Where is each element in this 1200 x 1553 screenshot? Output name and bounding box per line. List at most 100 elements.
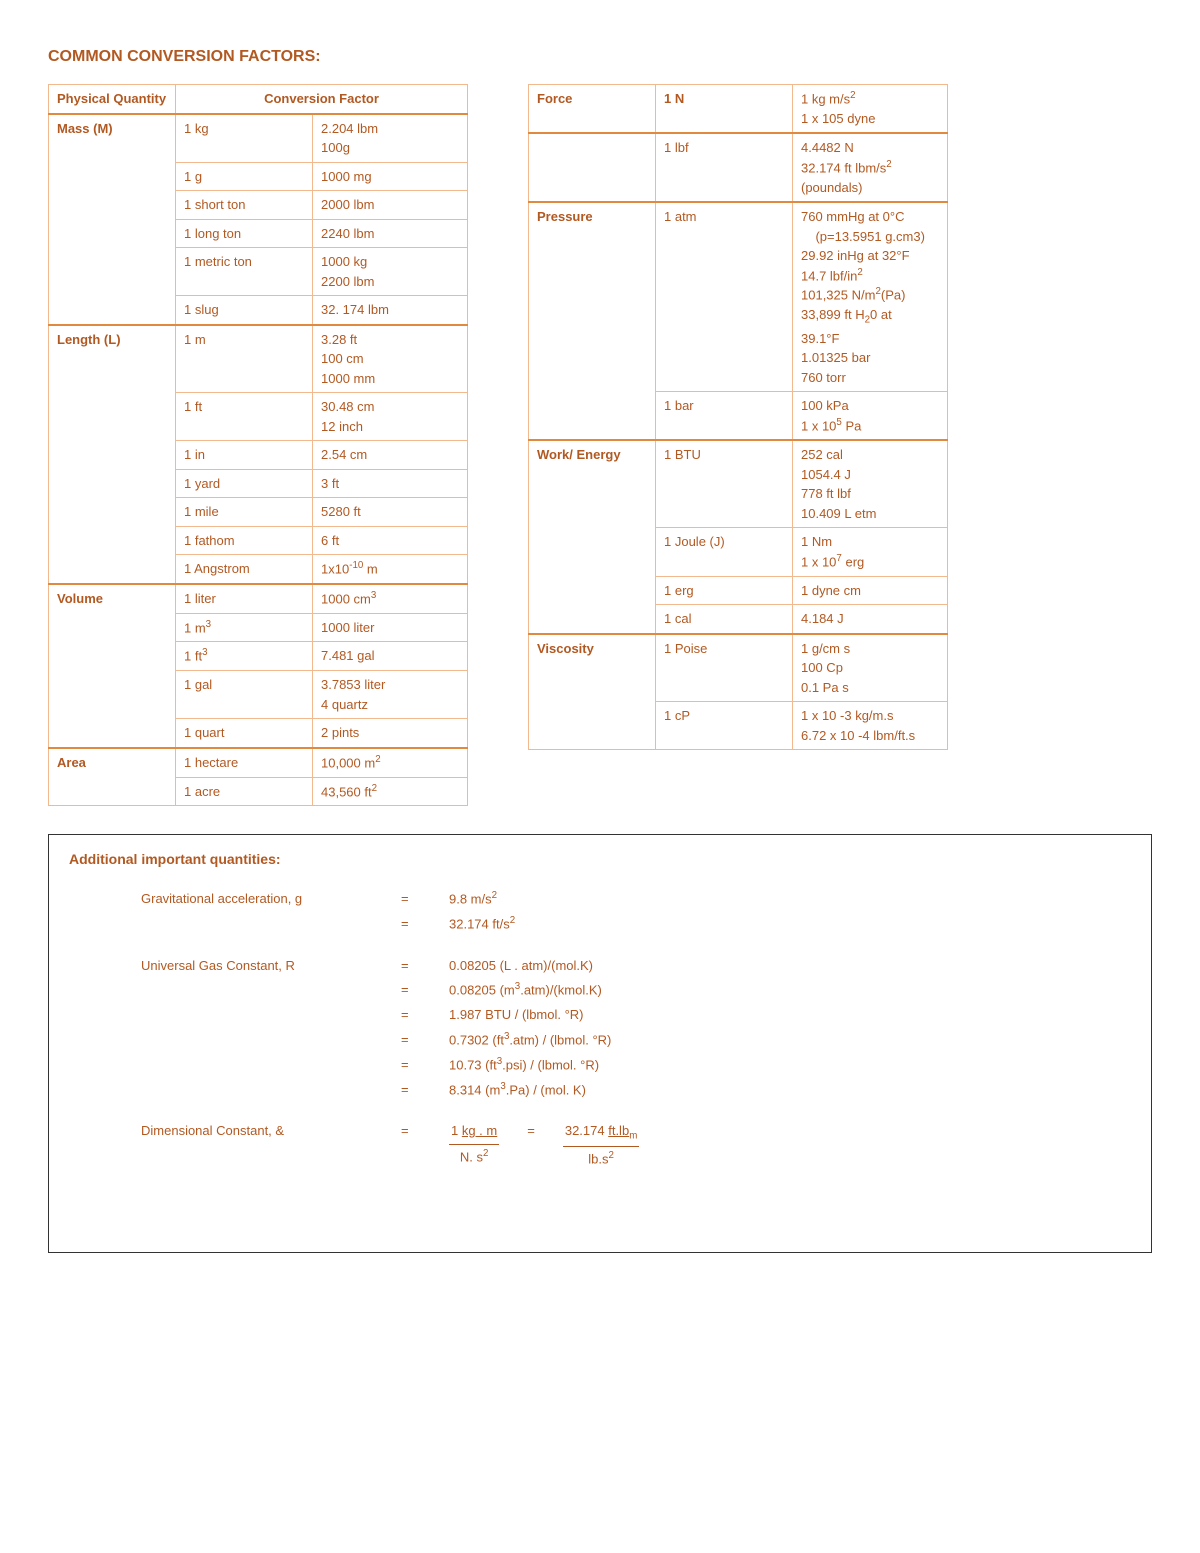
factor-cell: 10,000 m2 <box>313 748 468 777</box>
unit-cell: 1 slug <box>176 296 313 325</box>
unit-cell: 1 m3 <box>176 613 313 642</box>
additional-value: 32.174 ft/s2 <box>449 912 1131 937</box>
additional-value: 1 kg . mN. s2 = 32.174 ft.lbmlb.s2 <box>449 1119 1131 1172</box>
factor-cell: 1 dyne cm <box>793 576 948 605</box>
unit-cell: 1 BTU <box>656 440 793 528</box>
unit-cell: 1 m <box>176 325 313 393</box>
additional-value: 8.314 (m3.Pa) / (mol. K) <box>449 1078 1131 1103</box>
additional-label: Dimensional Constant, & <box>141 1119 401 1172</box>
unit-cell: 1 acre <box>176 777 313 806</box>
unit-cell: 1 mile <box>176 498 313 527</box>
additional-row: =32.174 ft/s2 <box>141 912 1131 937</box>
factor-cell: 1000 cm3 <box>313 584 468 613</box>
additional-row: Gravitational acceleration, g=9.8 m/s2 <box>141 887 1131 912</box>
equals-sign: = <box>527 1119 535 1144</box>
equals-sign: = <box>401 1078 449 1103</box>
equals-sign: = <box>401 912 449 937</box>
unit-cell: 1 metric ton <box>176 248 313 296</box>
factor-cell: 100 kPa1 x 105 Pa <box>793 392 948 441</box>
conversion-table-right: Force 1 N 1 kg m/s21 x 105 dyne 1 lbf4.4… <box>528 84 948 750</box>
factor-cell: 5280 ft <box>313 498 468 527</box>
unit-cell: 1 hectare <box>176 748 313 777</box>
additional-label <box>141 1078 401 1103</box>
factor-cell: 3.7853 liter4 quartz <box>313 671 468 719</box>
equals-sign: = <box>401 954 449 979</box>
additional-value: 0.08205 (m3.atm)/(kmol.K) <box>449 978 1131 1003</box>
factor-cell: 30.48 cm12 inch <box>313 393 468 441</box>
unit-cell: 1 short ton <box>176 191 313 220</box>
additional-value: 0.08205 (L . atm)/(mol.K) <box>449 954 1131 979</box>
quantity-cell: Volume <box>49 584 176 748</box>
factor-cell: 1000 kg2200 lbm <box>313 248 468 296</box>
fraction-left: 1 kg . mN. s2 <box>449 1119 499 1170</box>
fraction-right: 32.174 ft.lbmlb.s2 <box>563 1119 639 1172</box>
factor-cell: 32. 174 lbm <box>313 296 468 325</box>
unit-cell: 1 yard <box>176 469 313 498</box>
equals-sign: = <box>401 1028 449 1053</box>
equals-sign: = <box>401 1053 449 1078</box>
quantity-cell: Area <box>49 748 176 806</box>
conversion-table-left: Physical Quantity Conversion Factor Mass… <box>48 84 468 806</box>
additional-label: Gravitational acceleration, g <box>141 887 401 912</box>
additional-label: Universal Gas Constant, R <box>141 954 401 979</box>
unit-cell: 1 lbf <box>656 133 793 202</box>
additional-label <box>141 1028 401 1053</box>
factor-cell: 6 ft <box>313 526 468 555</box>
header-first-factor: 1 kg m/s21 x 105 dyne <box>793 85 948 134</box>
unit-cell: 1 Poise <box>656 634 793 702</box>
factor-cell: 2000 lbm <box>313 191 468 220</box>
additional-value: 1.987 BTU / (lbmol. °R) <box>449 1003 1131 1028</box>
additional-row: =0.08205 (m3.atm)/(kmol.K) <box>141 978 1131 1003</box>
factor-cell: 1 Nm1 x 107 erg <box>793 528 948 576</box>
quantity-cell: Mass (M) <box>49 114 176 325</box>
unit-cell: 1 ft3 <box>176 642 313 671</box>
quantity-cell <box>529 133 656 202</box>
additional-label <box>141 978 401 1003</box>
factor-cell: 7.481 gal <box>313 642 468 671</box>
unit-cell: 1 erg <box>656 576 793 605</box>
equals-sign: = <box>401 887 449 912</box>
equals-sign: = <box>401 1003 449 1028</box>
additional-label <box>141 1003 401 1028</box>
unit-cell: 1 atm <box>656 202 793 391</box>
quantity-cell: Pressure <box>529 202 656 440</box>
additional-label <box>141 912 401 937</box>
header-quantity: Physical Quantity <box>49 85 176 114</box>
equals-sign: = <box>401 978 449 1003</box>
header-factor: Conversion Factor <box>176 85 468 114</box>
additional-value: 10.73 (ft3.psi) / (lbmol. °R) <box>449 1053 1131 1078</box>
additional-row: =10.73 (ft3.psi) / (lbmol. °R) <box>141 1053 1131 1078</box>
factor-cell: 2.54 cm <box>313 441 468 470</box>
unit-cell: 1 Joule (J) <box>656 528 793 576</box>
quantity-cell: Length (L) <box>49 325 176 584</box>
factor-cell: 1000 liter <box>313 613 468 642</box>
unit-cell: 1 cal <box>656 605 793 634</box>
factor-cell: 1x10-10 m <box>313 555 468 584</box>
additional-label <box>141 1053 401 1078</box>
unit-cell: 1 Angstrom <box>176 555 313 584</box>
unit-cell: 1 fathom <box>176 526 313 555</box>
equals-sign: = <box>401 1119 449 1172</box>
unit-cell: 1 quart <box>176 719 313 748</box>
unit-cell: 1 long ton <box>176 219 313 248</box>
unit-cell: 1 cP <box>656 702 793 750</box>
additional-value: 9.8 m/s2 <box>449 887 1131 912</box>
header-quantity: Force <box>529 85 656 134</box>
factor-cell: 760 mmHg at 0°C (p=13.5951 g.cm3)29.92 i… <box>793 202 948 391</box>
factor-cell: 2240 lbm <box>313 219 468 248</box>
additional-row: =1.987 BTU / (lbmol. °R) <box>141 1003 1131 1028</box>
factor-cell: 3.28 ft100 cm1000 mm <box>313 325 468 393</box>
additional-title: Additional important quantities: <box>69 851 1131 867</box>
factor-cell: 3 ft <box>313 469 468 498</box>
additional-row: Dimensional Constant, &=1 kg . mN. s2=32… <box>141 1119 1131 1172</box>
unit-cell: 1 in <box>176 441 313 470</box>
factor-cell: 43,560 ft2 <box>313 777 468 806</box>
unit-cell: 1 liter <box>176 584 313 613</box>
additional-row: Universal Gas Constant, R=0.08205 (L . a… <box>141 954 1131 979</box>
factor-cell: 1 g/cm s100 Cp0.1 Pa s <box>793 634 948 702</box>
factor-cell: 4.184 J <box>793 605 948 634</box>
additional-row: =0.7302 (ft3.atm) / (lbmol. °R) <box>141 1028 1131 1053</box>
additional-value: 0.7302 (ft3.atm) / (lbmol. °R) <box>449 1028 1131 1053</box>
unit-cell: 1 kg <box>176 114 313 163</box>
factor-cell: 1 x 10 -3 kg/m.s6.72 x 10 -4 lbm/ft.s <box>793 702 948 750</box>
